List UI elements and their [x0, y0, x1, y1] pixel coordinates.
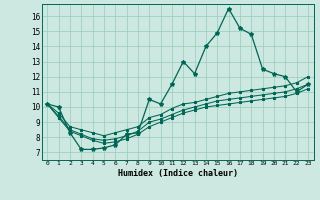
X-axis label: Humidex (Indice chaleur): Humidex (Indice chaleur) [118, 169, 237, 178]
